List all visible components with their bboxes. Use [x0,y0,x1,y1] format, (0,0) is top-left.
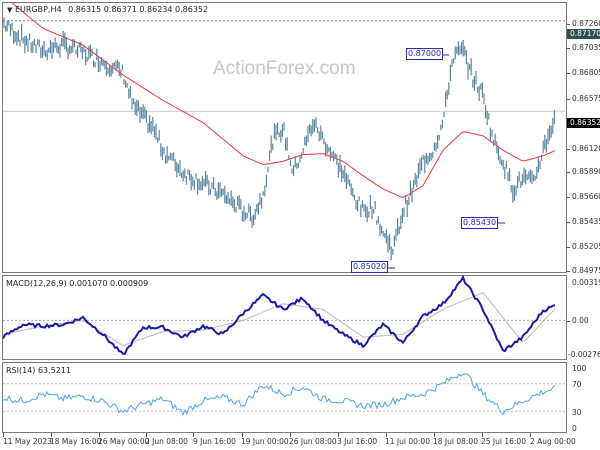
time-tick: 19 Jun 00:00 [241,437,289,446]
time-tick: 3 Jul 16:00 [337,437,378,446]
symbol-label: EURGBP,H4 [14,5,62,14]
time-tick: 18 Jul 08:00 [433,437,478,446]
current-price-label: 0.86352 [567,118,600,128]
time-tick: 11 May 2023 [3,437,52,446]
price-tick: 0.85660 [572,192,600,201]
time-tick: 26 Jun 08:00 [289,437,337,446]
rsi-tick: 70 [572,380,582,389]
price-tick: 0.87035 [572,43,600,52]
resistance-price-label: 0.87170 [567,29,600,39]
time-tick: 2 Jun 08:00 [145,437,188,446]
time-tick: 2 Aug 00:00 [530,437,576,446]
time-tick: 9 Jun 16:00 [193,437,236,446]
rsi-tick: 0 [572,424,577,433]
rsi-label: RSI(14) 63.5211 [6,366,72,375]
annotation-low-1: 0.85020 [351,261,389,273]
rsi-tick: 30 [572,408,582,417]
rsi-pane[interactable]: RSI(14) 63.5211 [2,362,567,433]
annotation-high: 0.87000 [406,48,444,60]
macd-tick: -0.002769 [568,350,600,359]
macd-canvas [3,276,566,355]
macd-label: MACD(12,26,9) 0.001070 0.000909 [6,279,149,288]
price-tick: 0.86575 [572,94,600,103]
macd-tick: 0.00319 [572,278,600,287]
price-tick: 0.85435 [572,217,600,226]
time-tick: 18 May 16:00 [50,437,102,446]
price-chart-canvas [3,3,566,269]
price-tick: 0.85205 [572,242,600,251]
time-tick: 11 Jul 00:00 [385,437,430,446]
time-tick: 25 Jul 16:00 [481,437,526,446]
price-tick: 0.84975 [572,266,600,275]
price-chart-pane[interactable]: ▼ EURGBP,H4 0.86315 0.86371 0.86234 0.86… [2,2,567,273]
macd-pane[interactable]: MACD(12,26,9) 0.001070 0.000909 [2,275,567,360]
dropdown-triangle-icon[interactable]: ▼ [7,6,13,14]
annotation-low-2: 0.85430 [461,217,499,229]
chart-header: ▼ EURGBP,H4 0.86315 0.86371 0.86234 0.86… [7,5,208,14]
price-tick: 0.85890 [572,167,600,176]
price-tick: 0.86120 [572,144,600,153]
macd-tick: 0.00 [572,316,589,325]
watermark: ActionForex.com [213,58,356,79]
rsi-canvas [3,373,566,417]
price-tick: 0.86805 [572,68,600,77]
ohlc-values: 0.86315 0.86371 0.86234 0.86352 [68,5,209,14]
rsi-tick: 100 [572,364,587,373]
price-tick: 0.87260 [572,19,600,28]
time-tick: 26 May 00:00 [98,437,150,446]
